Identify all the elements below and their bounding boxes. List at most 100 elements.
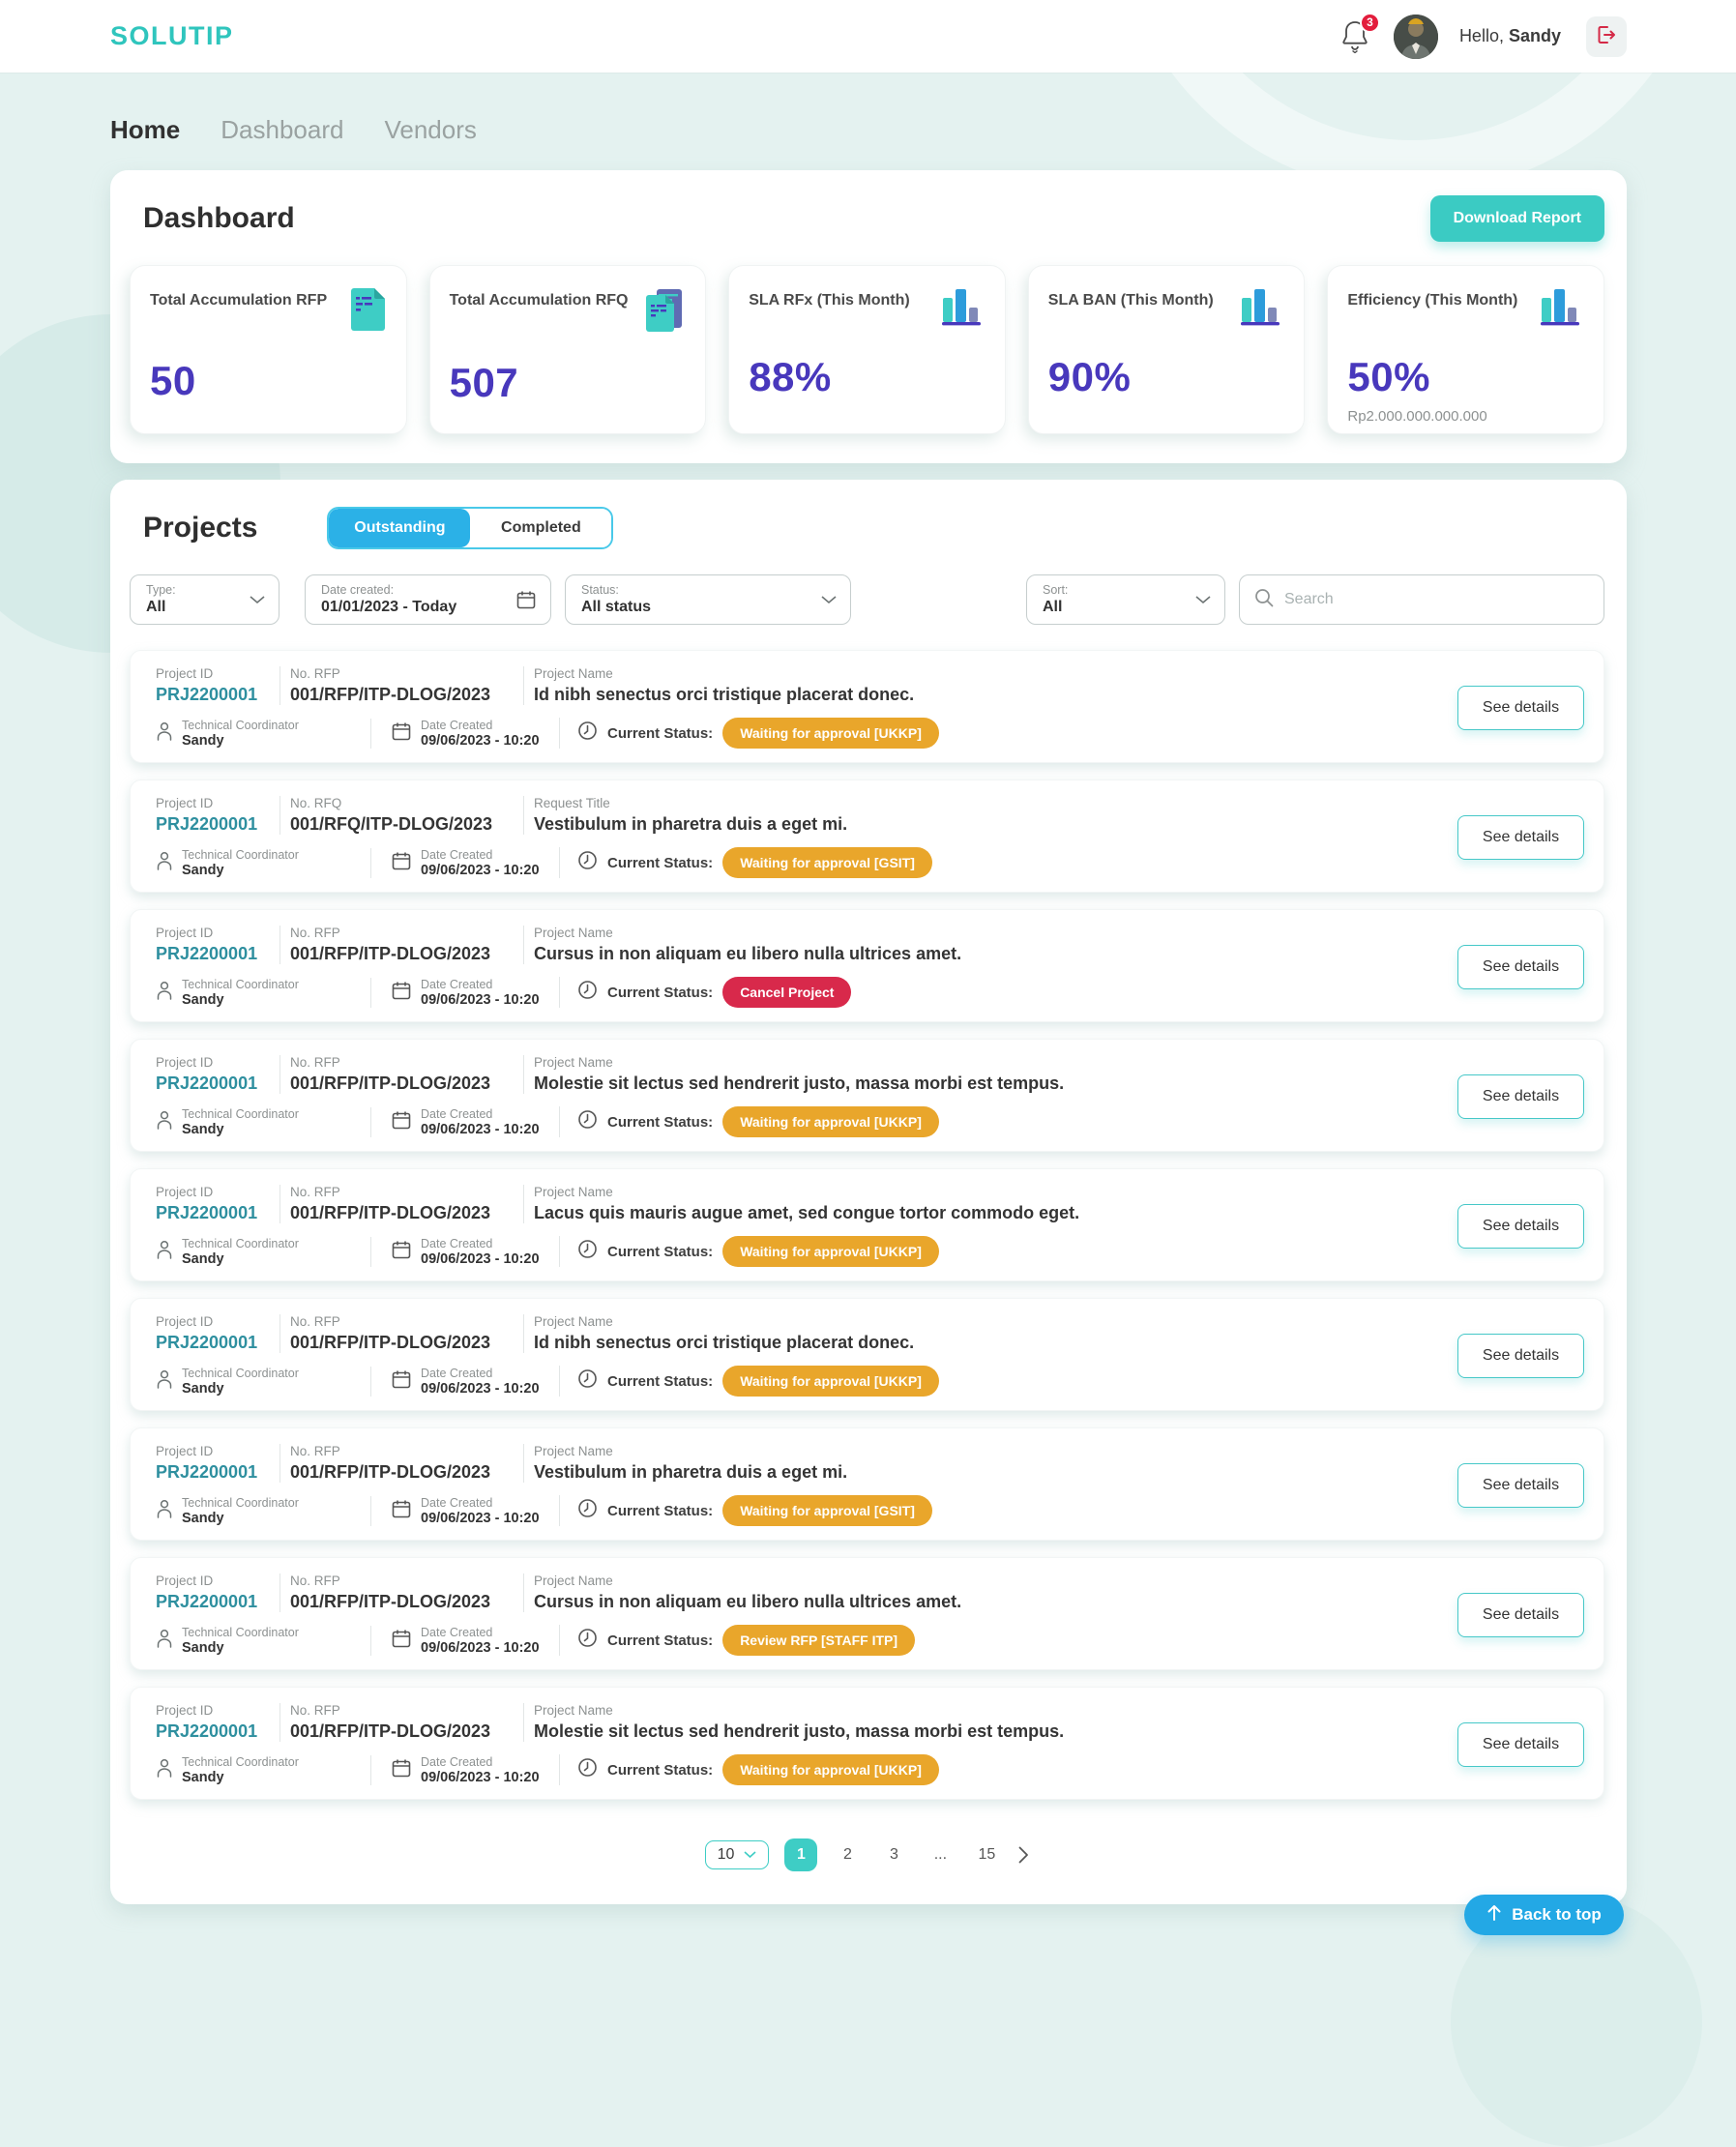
current-status-label: Current Status: <box>607 1761 714 1779</box>
coordinator-value: Sandy <box>182 1510 224 1526</box>
see-details-button[interactable]: See details <box>1457 944 1584 989</box>
stat-value: 50 <box>150 358 196 403</box>
person-icon <box>156 981 173 1005</box>
coordinator-value: Sandy <box>182 991 224 1008</box>
status-filter-value: All status <box>581 599 652 615</box>
page-size-dropdown[interactable]: 10 <box>704 1840 770 1869</box>
project-row: Project ID PRJ2200001 No. RFP 001/RFP/ITP-D… <box>130 1039 1604 1152</box>
doc-no-value: 001/RFP/ITP-DLOG/2023 <box>290 944 491 963</box>
see-details-button[interactable]: See details <box>1457 1333 1584 1378</box>
chevron-down-icon <box>744 1846 756 1864</box>
download-report-button[interactable]: Download Report <box>1429 195 1604 242</box>
next-page-button[interactable] <box>1018 1846 1029 1864</box>
project-name-value: Id nibh senectus orci tristique placerat… <box>534 1333 915 1352</box>
coordinator-label: Technical Coordinator <box>182 1366 299 1380</box>
coordinator-value: Sandy <box>182 1769 224 1785</box>
projects-tab-toggle: Outstanding Completed <box>327 507 614 549</box>
stat-card: Total Accumulation RFP 50 <box>130 265 407 434</box>
date-created-value: 09/06/2023 - 10:20 <box>421 1510 540 1526</box>
date-created-value: 09/06/2023 - 10:20 <box>421 862 540 878</box>
avatar[interactable] <box>1393 14 1438 59</box>
calendar-icon <box>391 1628 412 1654</box>
see-details-button[interactable]: See details <box>1457 1592 1584 1637</box>
status-filter-dropdown[interactable]: Status: All status <box>565 574 851 625</box>
project-row: Project ID PRJ2200001 No. RFP 001/RFP/ITP-D… <box>130 1557 1604 1670</box>
type-filter-label: Type: <box>146 583 176 597</box>
calendar-icon <box>391 721 412 747</box>
see-details-button[interactable]: See details <box>1457 1074 1584 1119</box>
project-id-value: PRJ2200001 <box>156 1333 258 1352</box>
date-filter-value: 01/01/2023 - Today <box>321 599 457 615</box>
page-button-3[interactable]: 3 <box>889 1846 898 1863</box>
person-icon <box>156 1110 173 1134</box>
status-badge: Waiting for approval [UKKP] <box>722 1366 939 1397</box>
project-name-value: Cursus in non aliquam eu libero nulla ul… <box>534 1592 962 1611</box>
project-name-value: Lacus quis mauris augue amet, sed congue… <box>534 1203 1080 1222</box>
doc-no-value: 001/RFP/ITP-DLOG/2023 <box>290 1203 491 1222</box>
project-row: Project ID PRJ2200001 No. RFP 001/RFP/ITP-D… <box>130 1298 1604 1411</box>
current-status-label: Current Status: <box>607 984 714 1001</box>
coordinator-value: Sandy <box>182 1380 224 1397</box>
date-filter-label: Date created: <box>321 583 395 597</box>
nav-item-vendors[interactable]: Vendors <box>384 115 477 144</box>
see-details-button[interactable]: See details <box>1457 685 1584 730</box>
tab-outstanding[interactable]: Outstanding <box>329 509 471 547</box>
clock-icon <box>577 1368 598 1394</box>
sort-filter-value: All <box>1043 599 1063 615</box>
date-created-filter[interactable]: Date created: 01/01/2023 - Today <box>305 574 551 625</box>
project-id-value: PRJ2200001 <box>156 1462 258 1482</box>
type-filter-dropdown[interactable]: Type: All <box>130 574 280 625</box>
user-name: Sandy <box>1508 26 1561 45</box>
doc-no-label: No. RFP <box>290 1573 340 1588</box>
project-name-label: Project Name <box>534 1444 613 1458</box>
stat-value: 88% <box>749 354 832 399</box>
page-button-2[interactable]: 2 <box>842 1846 852 1863</box>
see-details-button[interactable]: See details <box>1457 1721 1584 1767</box>
page-button-1[interactable]: 1 <box>784 1838 818 1871</box>
back-to-top-button[interactable]: Back to top <box>1464 1895 1624 1935</box>
stat-label: Efficiency (This Month) <box>1347 292 1518 309</box>
page-button-15[interactable]: 15 <box>978 1846 996 1863</box>
notifications-button[interactable]: 3 <box>1339 12 1380 55</box>
doc-no-label: No. RFP <box>290 926 340 940</box>
see-details-button[interactable]: See details <box>1457 1462 1584 1508</box>
page-size-value: 10 <box>717 1846 735 1863</box>
nav-item-home[interactable]: Home <box>110 115 181 144</box>
projects-panel: Projects Outstanding Completed Type: All … <box>110 480 1627 1904</box>
projects-list: Project ID PRJ2200001 No. RFP 001/RFP/ITP-D… <box>130 650 1604 1800</box>
pagination: 10 1 2 3... 15 <box>130 1838 1604 1871</box>
sort-filter-label: Sort: <box>1043 583 1069 597</box>
project-name-label: Project Name <box>534 1573 613 1588</box>
see-details-button[interactable]: See details <box>1457 1203 1584 1249</box>
status-badge: Waiting for approval [UKKP] <box>722 718 939 749</box>
tab-completed[interactable]: Completed <box>470 509 612 547</box>
project-id-label: Project ID <box>156 1573 214 1588</box>
stat-value: 507 <box>449 360 519 405</box>
nav-item-dashboard[interactable]: Dashboard <box>221 115 344 144</box>
project-name-value: Id nibh senectus orci tristique placerat… <box>534 685 915 704</box>
chevron-down-icon <box>809 595 837 604</box>
status-badge: Waiting for approval [UKKP] <box>722 1236 939 1267</box>
search-input[interactable] <box>1284 591 1590 608</box>
status-badge: Cancel Project <box>722 977 852 1008</box>
project-id-value: PRJ2200001 <box>156 814 258 834</box>
current-status-label: Current Status: <box>607 1243 714 1260</box>
project-id-label: Project ID <box>156 1314 214 1329</box>
date-created-value: 09/06/2023 - 10:20 <box>421 732 540 749</box>
project-name-label: Project Name <box>534 666 613 681</box>
clock-icon <box>577 1757 598 1782</box>
coordinator-label: Technical Coordinator <box>182 977 299 991</box>
stats-row: Total Accumulation RFP 50 Total Accumulati… <box>130 265 1604 434</box>
sort-filter-dropdown[interactable]: Sort: All <box>1026 574 1225 625</box>
doc-no-value: 001/RFP/ITP-DLOG/2023 <box>290 1074 491 1093</box>
coordinator-label: Technical Coordinator <box>182 847 299 862</box>
doc-no-label: No. RFP <box>290 1055 340 1070</box>
coordinator-value: Sandy <box>182 732 224 749</box>
project-id-label: Project ID <box>156 1444 214 1458</box>
person-icon <box>156 1629 173 1653</box>
stat-value: 90% <box>1047 354 1132 399</box>
doc-no-label: No. RFP <box>290 1444 340 1458</box>
see-details-button[interactable]: See details <box>1457 814 1584 860</box>
coordinator-label: Technical Coordinator <box>182 1495 299 1510</box>
logout-button[interactable] <box>1586 15 1627 57</box>
